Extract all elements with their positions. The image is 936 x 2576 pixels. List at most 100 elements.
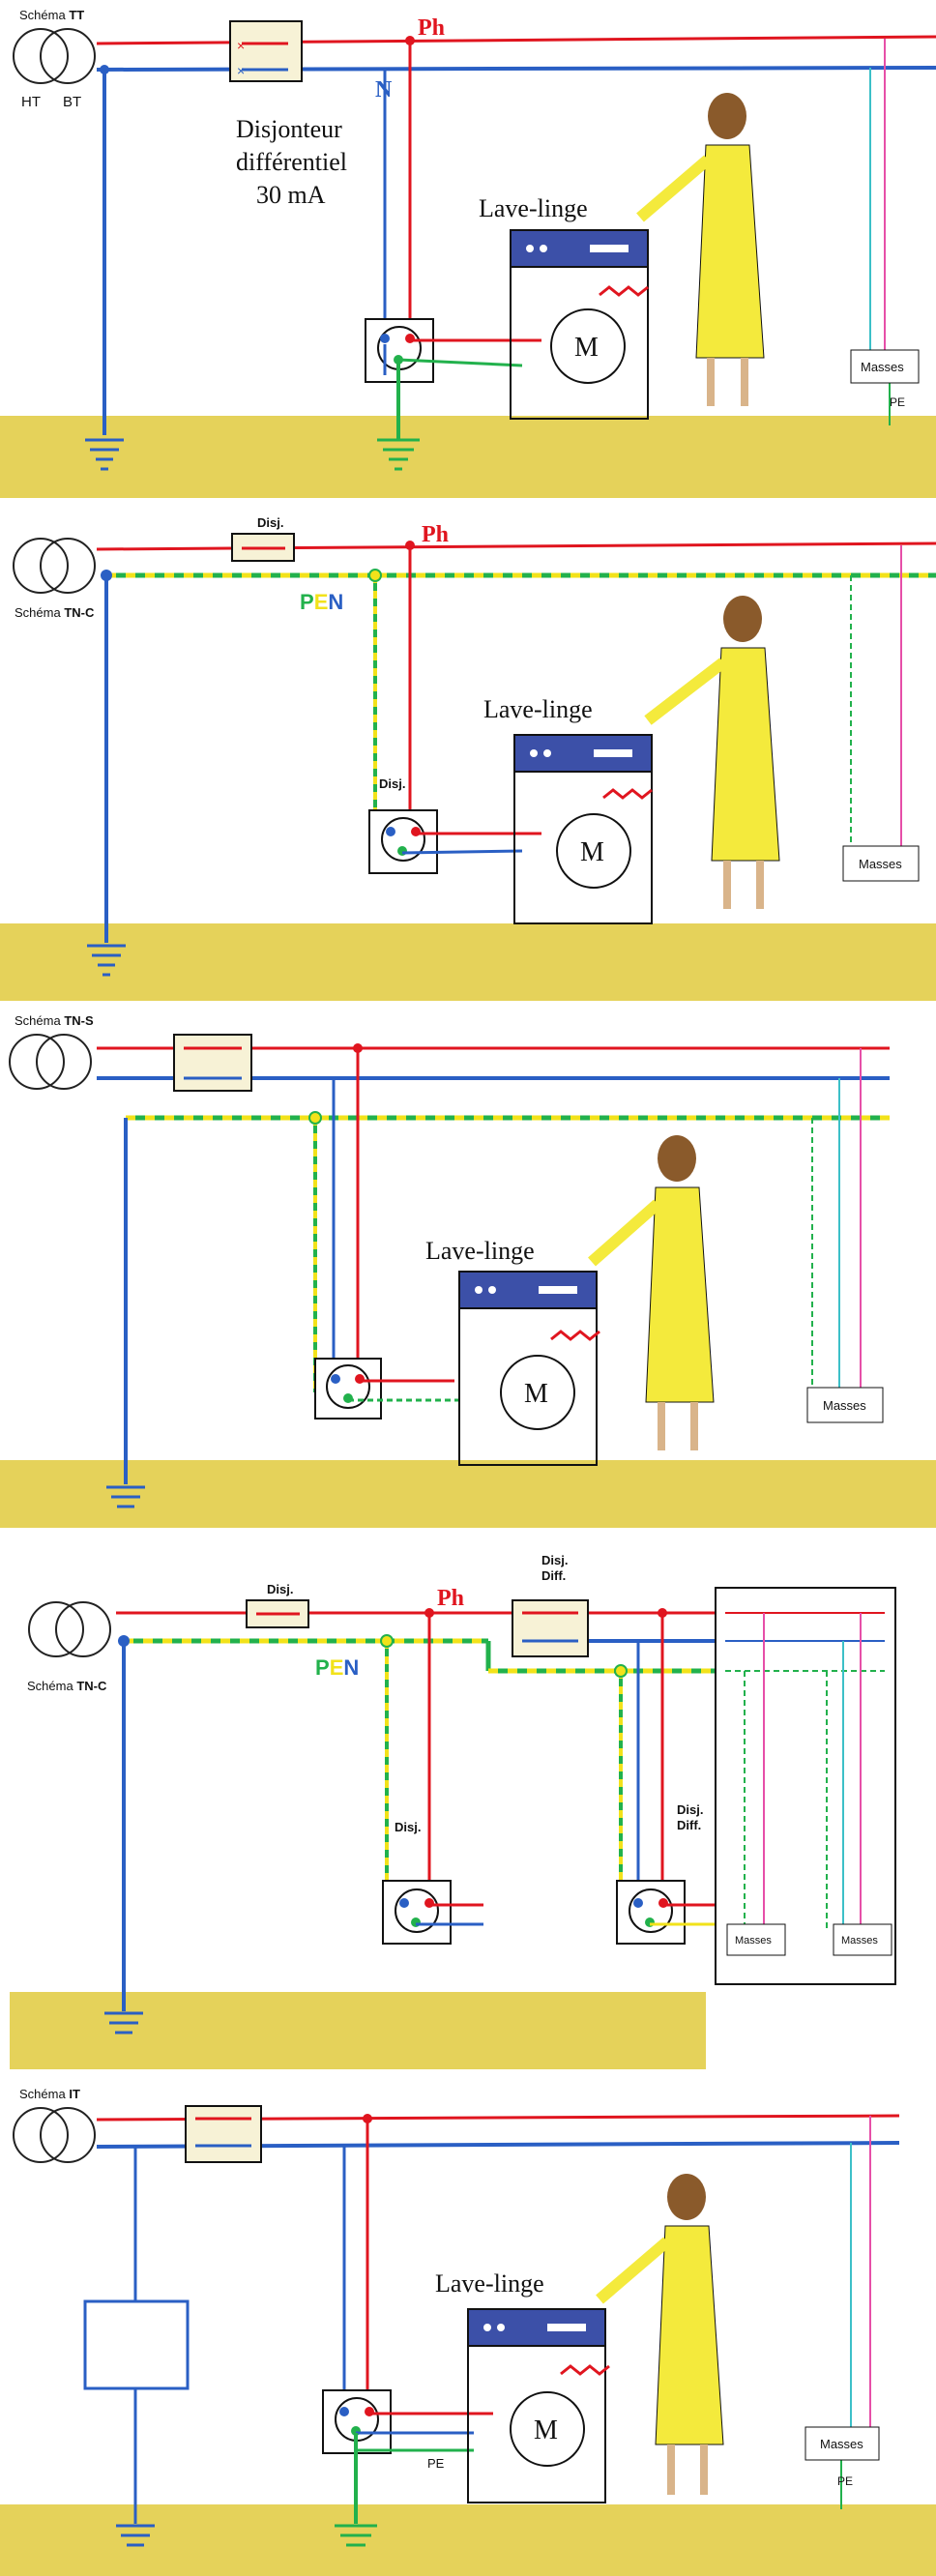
breaker-icon — [246, 1599, 309, 1628]
masses-label-1: Masses — [735, 1935, 772, 1947]
phase-label: Ph — [422, 522, 449, 547]
pen-n: N — [343, 1655, 359, 1680]
ht-label: HT — [21, 94, 41, 110]
woman-figure-icon — [588, 1135, 715, 1450]
svg-text:Schéma TT: Schéma TT — [19, 8, 84, 22]
scheme-name: TT — [69, 8, 84, 22]
impedance-box — [83, 2299, 190, 2390]
masses-label-2: Masses — [841, 1935, 878, 1947]
masses-box-2 — [833, 1923, 892, 1956]
ground-band — [0, 1460, 936, 1528]
breaker-label-2: différentiel — [236, 148, 347, 176]
heater-coil-icon — [602, 788, 653, 800]
machine-label: Lave-linge — [479, 194, 588, 222]
disj-label: Disj. — [257, 515, 283, 530]
masses-box — [842, 845, 920, 882]
motor-icon — [510, 2391, 585, 2467]
ground-symbol-pe-icon — [335, 2524, 377, 2547]
scheme-name: IT — [69, 2087, 80, 2101]
phase-line — [96, 35, 936, 45]
breaker-icon: × × — [229, 20, 303, 82]
ground-band — [0, 2504, 936, 2576]
breaker-icon — [185, 2105, 262, 2163]
masses-box — [850, 349, 920, 384]
ground-band — [10, 1992, 706, 2069]
panel-tt: Schéma TT HT BT × × Ph N Disjonteur diff… — [0, 0, 936, 498]
motor-label: M — [534, 2415, 558, 2445]
breaker-diff-icon — [512, 1599, 589, 1657]
svg-text:×: × — [237, 63, 245, 78]
svg-text:Schéma TN-C: Schéma TN-C — [27, 1679, 107, 1693]
panel-tn-c-split: Schéma TN-C Disj. Disj. Diff. Ph PEN Dis… — [0, 1547, 936, 2069]
washing-machine-icon — [513, 734, 653, 924]
masses-label: Masses — [820, 2437, 863, 2451]
ground-band — [0, 923, 936, 1001]
transformer-icon — [13, 538, 96, 594]
scheme-name: TN-C — [64, 605, 95, 620]
masses-box-1 — [726, 1923, 786, 1956]
scheme-name: TN-C — [76, 1679, 107, 1693]
motor-label: M — [524, 1379, 548, 1409]
socket-disj-label: Disj. — [379, 776, 405, 791]
pen-e: E — [330, 1655, 344, 1680]
socket-icon — [382, 1880, 452, 1945]
socket-diff-icon — [616, 1880, 686, 1945]
bt-label: BT — [63, 94, 81, 110]
panel-tn-c: Schéma TN-C Disj. Ph PEN Disj. Lave-ling… — [0, 503, 936, 1001]
svg-text:PEN: PEN — [300, 590, 343, 614]
ground-symbol-icon — [87, 944, 126, 977]
masses-box — [806, 1387, 884, 1423]
woman-figure-icon — [596, 2174, 724, 2495]
pe-right-label: PE — [837, 2474, 853, 2488]
heater-coil-icon — [550, 1330, 600, 1341]
svg-text:×: × — [237, 38, 245, 53]
transformer-icon — [13, 2107, 96, 2163]
svg-text:Schéma TN-C: Schéma TN-C — [15, 605, 95, 620]
socket2-label-1: Disj. — [677, 1802, 703, 1817]
woman-figure-icon — [644, 596, 780, 909]
motor-icon — [556, 813, 631, 889]
pe-label: PE — [427, 2456, 445, 2471]
socket-icon — [314, 1358, 382, 1420]
breaker-icon — [231, 533, 295, 562]
svg-text:Schéma IT: Schéma IT — [19, 2087, 80, 2101]
ground-symbol-icon — [116, 2524, 155, 2547]
socket-icon — [368, 809, 438, 874]
motor-label: M — [580, 837, 604, 867]
phase-label: Ph — [437, 1586, 464, 1611]
svg-text:PEN: PEN — [315, 1655, 359, 1680]
pen-p: P — [315, 1655, 330, 1680]
machine-label: Lave-linge — [425, 1237, 535, 1265]
transformer-icon — [13, 28, 96, 84]
heater-coil-icon — [560, 2364, 610, 2376]
ground-symbol-icon — [85, 438, 124, 471]
phase-label: Ph — [418, 15, 445, 41]
disj-label: Disj. — [267, 1582, 293, 1596]
scheme-prefix: Schéma — [27, 1679, 73, 1693]
breaker-label-3: 30 mA — [256, 181, 326, 209]
transformer-icon — [28, 1601, 111, 1657]
socket2-label-2: Diff. — [677, 1818, 701, 1832]
washing-machine-icon — [467, 2308, 606, 2503]
ground-symbol-icon — [106, 1485, 145, 1508]
svg-text:Schéma TN-S: Schéma TN-S — [15, 1013, 94, 1028]
panel-it: Schéma IT PE Lave-linge M — [0, 2079, 936, 2576]
scheme-prefix: Schéma — [19, 2087, 66, 2101]
breaker-icon — [173, 1034, 252, 1092]
washing-machine-icon — [458, 1271, 598, 1466]
machine-label: Lave-linge — [435, 2269, 544, 2298]
scheme-prefix: Schéma — [15, 605, 61, 620]
scheme-name: TN-S — [64, 1013, 94, 1028]
pen-p: P — [300, 590, 314, 614]
neutral-line — [96, 66, 936, 72]
woman-figure-icon — [636, 93, 765, 406]
motor-icon — [500, 1355, 575, 1430]
ground-symbol-pe-icon — [377, 438, 420, 471]
scheme-prefix: Schéma — [19, 8, 66, 22]
phase-line — [96, 542, 936, 551]
ground-symbol-icon — [104, 2011, 143, 2034]
socket-icon — [322, 2389, 392, 2454]
breaker-label-1: Disjonteur — [236, 115, 342, 143]
pen-e: E — [314, 590, 329, 614]
washing-machine-icon — [510, 229, 649, 420]
